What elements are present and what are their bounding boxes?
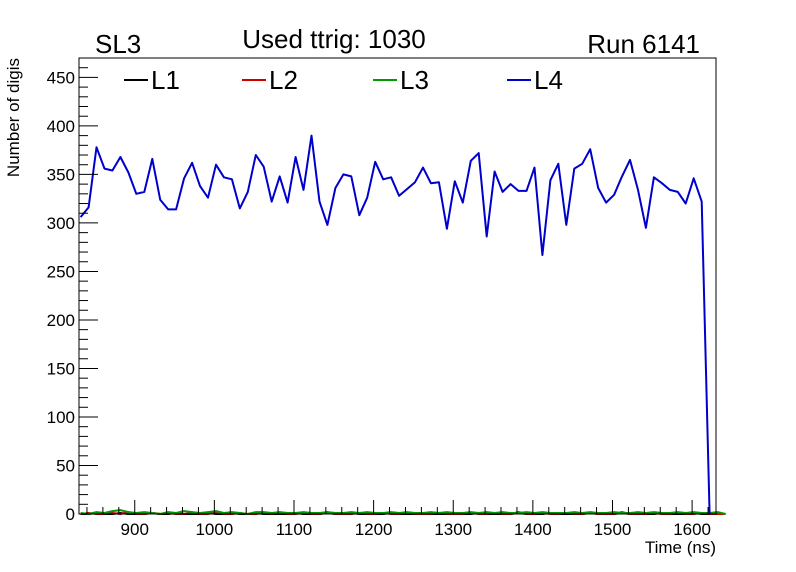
x-tick-label: 1500 [594,520,632,539]
y-tick-label: 400 [47,117,75,136]
plot-frame [78,57,717,515]
axes-group: 900 1000 1100 1200 1300 1400 1500 1600 0 50 100 150… [47,57,717,539]
y-tick-label: 100 [47,408,75,427]
legend-label-l1: L1 [151,65,180,95]
x-tick-label: 1600 [673,520,711,539]
superlayer-label: SL3 [95,29,141,59]
x-tick-label: 1300 [434,520,472,539]
legend-label-l3: L3 [400,65,429,95]
x-axis-title: Time (ns) [645,538,716,557]
y-tick-label: 150 [47,359,75,378]
x-tick-label: 1200 [355,520,393,539]
y-tick-label: 300 [47,214,75,233]
y-axis-title: Number of digis [4,58,23,177]
run-label: Run 6141 [587,29,700,59]
series-line-l4 [79,134,711,515]
legend-label-l4: L4 [534,65,563,95]
y-tick-label: 0 [66,505,75,524]
legend-label-l2: L2 [269,65,298,95]
legend: L1 L2 L3 L4 [124,65,563,95]
y-tick-label: 50 [56,456,75,475]
series-line-l3 [80,509,726,515]
y-tick-label: 350 [47,165,75,184]
x-tick-label: 1400 [514,520,552,539]
x-tick-label: 1000 [195,520,233,539]
ttrig-label: Used ttrig: 1030 [242,24,426,54]
x-tick-label: 900 [121,520,149,539]
x-tick-label: 1100 [276,520,313,539]
y-tick-label: 250 [47,262,75,281]
y-tick-label: 200 [47,311,75,330]
y-tick-label: 450 [47,68,75,87]
